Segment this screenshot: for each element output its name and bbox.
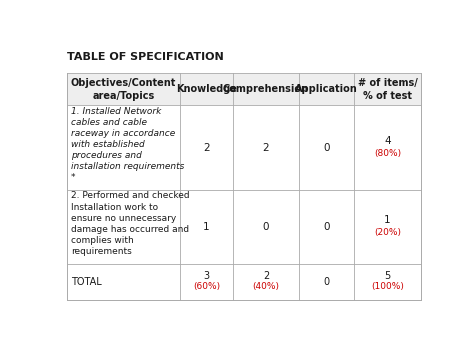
Text: (80%): (80%) (374, 149, 401, 158)
Text: 1. Installed Network
cables and cable
raceway in accordance
with established
pro: 1. Installed Network cables and cable ra… (71, 107, 184, 182)
Text: Comprehension: Comprehension (223, 84, 309, 94)
Text: (60%): (60%) (193, 282, 220, 291)
Text: 1: 1 (203, 222, 210, 232)
Text: 0: 0 (263, 222, 269, 232)
Text: 0: 0 (323, 143, 329, 153)
Text: Objectives/Content
area/Topics: Objectives/Content area/Topics (71, 78, 176, 101)
Text: Application: Application (295, 84, 358, 94)
Bar (66, 73, 180, 105)
Text: Knowledge: Knowledge (176, 84, 237, 94)
Bar (299, 73, 354, 105)
Text: # of items/
% of test: # of items/ % of test (357, 78, 417, 101)
Text: 0: 0 (323, 277, 329, 287)
Text: 0: 0 (323, 222, 329, 232)
Bar (233, 73, 299, 105)
Text: 5: 5 (384, 271, 391, 281)
Text: 3: 3 (203, 271, 210, 281)
Text: 2: 2 (203, 143, 210, 153)
Text: 2: 2 (263, 143, 269, 153)
Text: 4: 4 (384, 136, 391, 146)
Text: 2. Performed and checked
Installation work to
ensure no unnecessary
damage has o: 2. Performed and checked Installation wo… (71, 191, 190, 256)
Text: (40%): (40%) (253, 282, 280, 291)
Bar (354, 73, 421, 105)
Text: 1: 1 (384, 215, 391, 225)
Text: TABLE OF SPECIFICATION: TABLE OF SPECIFICATION (66, 52, 223, 62)
Text: (20%): (20%) (374, 228, 401, 237)
Text: TOTAL: TOTAL (71, 277, 102, 287)
Bar (180, 73, 233, 105)
Text: (100%): (100%) (371, 282, 404, 291)
Text: 2: 2 (263, 271, 269, 281)
